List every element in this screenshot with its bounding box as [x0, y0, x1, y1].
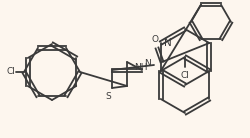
Text: S: S: [105, 92, 110, 101]
Text: O: O: [151, 35, 158, 44]
Text: N: N: [163, 38, 171, 48]
Text: N: N: [144, 59, 150, 68]
Text: Cl: Cl: [180, 71, 189, 80]
Text: Cl: Cl: [6, 67, 15, 76]
Text: NH: NH: [134, 63, 147, 72]
